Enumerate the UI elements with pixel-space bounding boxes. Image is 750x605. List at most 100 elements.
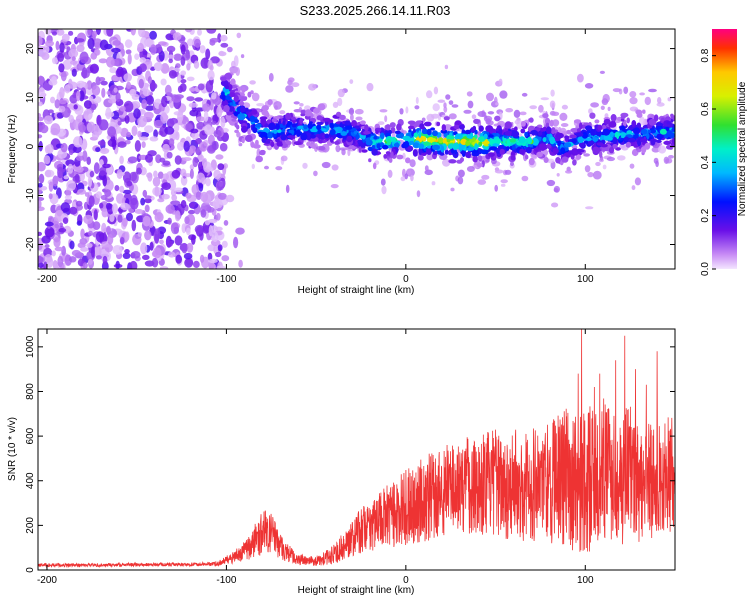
heatmap-cell [83, 214, 94, 225]
heatmap-cell [430, 127, 436, 131]
heatmap-cell [47, 109, 54, 114]
heatmap-cell [86, 156, 91, 165]
heatmap-cell [388, 157, 393, 163]
heatmap-cell [186, 242, 194, 253]
heatmap-cell [637, 149, 641, 153]
heatmap-cell [117, 214, 123, 223]
heatmap-cell [561, 156, 569, 163]
heatmap-cell [144, 198, 152, 204]
heatmap-cell [353, 130, 358, 135]
heatmap-cell [114, 185, 120, 192]
heatmap-cell [84, 192, 90, 197]
heatmap-cell [208, 258, 218, 264]
heatmap-cell [157, 171, 164, 179]
heatmap-cell [443, 116, 450, 121]
heatmap-cell [520, 128, 526, 134]
heatmap-cell [71, 249, 81, 257]
heatmap-cell [542, 126, 547, 132]
heatmap-cell [217, 163, 225, 171]
heatmap-cell [494, 169, 504, 174]
heatmap-cell [560, 123, 569, 127]
heatmap-cell [249, 115, 256, 123]
heatmap-cell [174, 187, 183, 193]
heatmap-x-tick-label: -200 [37, 274, 57, 285]
heatmap-cell [102, 255, 108, 265]
heatmap-cell [498, 78, 503, 86]
heatmap-cell [457, 169, 465, 178]
heatmap-cell [142, 189, 148, 198]
heatmap-cell [131, 93, 140, 101]
heatmap-cell [127, 156, 138, 164]
heatmap-cell [43, 115, 54, 125]
heatmap-cell [193, 260, 200, 268]
heatmap-cell [230, 78, 236, 84]
heatmap-cell [52, 57, 58, 65]
heatmap-cell [530, 130, 538, 135]
heatmap-cell [107, 233, 114, 245]
heatmap-cell [528, 157, 535, 166]
heatmap-cell [402, 152, 406, 160]
heatmap-cell [99, 202, 104, 209]
heatmap-cell [316, 121, 324, 126]
heatmap-cell [307, 123, 314, 129]
heatmap-cell [293, 109, 302, 113]
heatmap-cell [38, 112, 42, 118]
heatmap-cell [494, 184, 499, 192]
heatmap-cell [505, 146, 510, 151]
heatmap-cell [443, 106, 448, 113]
heatmap-cell [160, 112, 168, 124]
heatmap-cell [291, 82, 300, 88]
heatmap-cell [577, 136, 585, 144]
heatmap-cell [538, 143, 547, 151]
heatmap-cell [197, 154, 204, 161]
heatmap-cell [451, 104, 459, 108]
snr-x-tick-label: 0 [403, 575, 409, 586]
heatmap-cell [102, 174, 107, 187]
heatmap-cell [602, 164, 607, 170]
heatmap-cell [220, 76, 227, 82]
heatmap-cell [95, 29, 101, 36]
heatmap-cell [167, 251, 176, 258]
heatmap-cell [655, 160, 659, 167]
heatmap-cell [414, 105, 420, 110]
heatmap-cell [396, 123, 402, 131]
heatmap-cell [241, 137, 245, 144]
heatmap-cell [134, 53, 140, 60]
heatmap-cell [124, 249, 130, 254]
heatmap-cell [180, 168, 187, 177]
heatmap-cell [468, 132, 474, 140]
heatmap-cell [481, 174, 490, 180]
heatmap-cell [188, 145, 197, 154]
heatmap-cell [142, 88, 151, 97]
heatmap-cell [421, 117, 426, 123]
heatmap-cell [145, 153, 153, 163]
heatmap-cell [649, 129, 657, 134]
heatmap-cell [396, 154, 404, 160]
heatmap-cell [195, 137, 202, 145]
heatmap-cell [487, 152, 495, 157]
heatmap-cell [494, 115, 501, 122]
heatmap-cell [57, 166, 64, 179]
heatmap-cell [44, 169, 52, 178]
snr-y-tick-label: 800 [25, 383, 36, 400]
heatmap-cell [216, 181, 225, 191]
heatmap-cell [642, 109, 646, 114]
heatmap-cell [639, 116, 645, 126]
heatmap-cell [241, 125, 248, 133]
heatmap-cell [99, 39, 109, 51]
heatmap-cell [139, 57, 147, 63]
heatmap-cell [288, 77, 295, 83]
heatmap-cell [583, 153, 590, 157]
heatmap-cell [235, 67, 240, 76]
heatmap-cell [612, 137, 618, 144]
heatmap-cell [106, 56, 115, 68]
snr-x-tick-label: -200 [37, 575, 57, 586]
snr-y-tick-label: 1000 [25, 335, 36, 358]
heatmap-cell [225, 194, 235, 203]
heatmap-cell [464, 129, 471, 135]
heatmap-cell [527, 136, 532, 145]
heatmap-cell [162, 173, 169, 180]
heatmap-cell [62, 59, 72, 70]
heatmap-cell [247, 128, 251, 135]
